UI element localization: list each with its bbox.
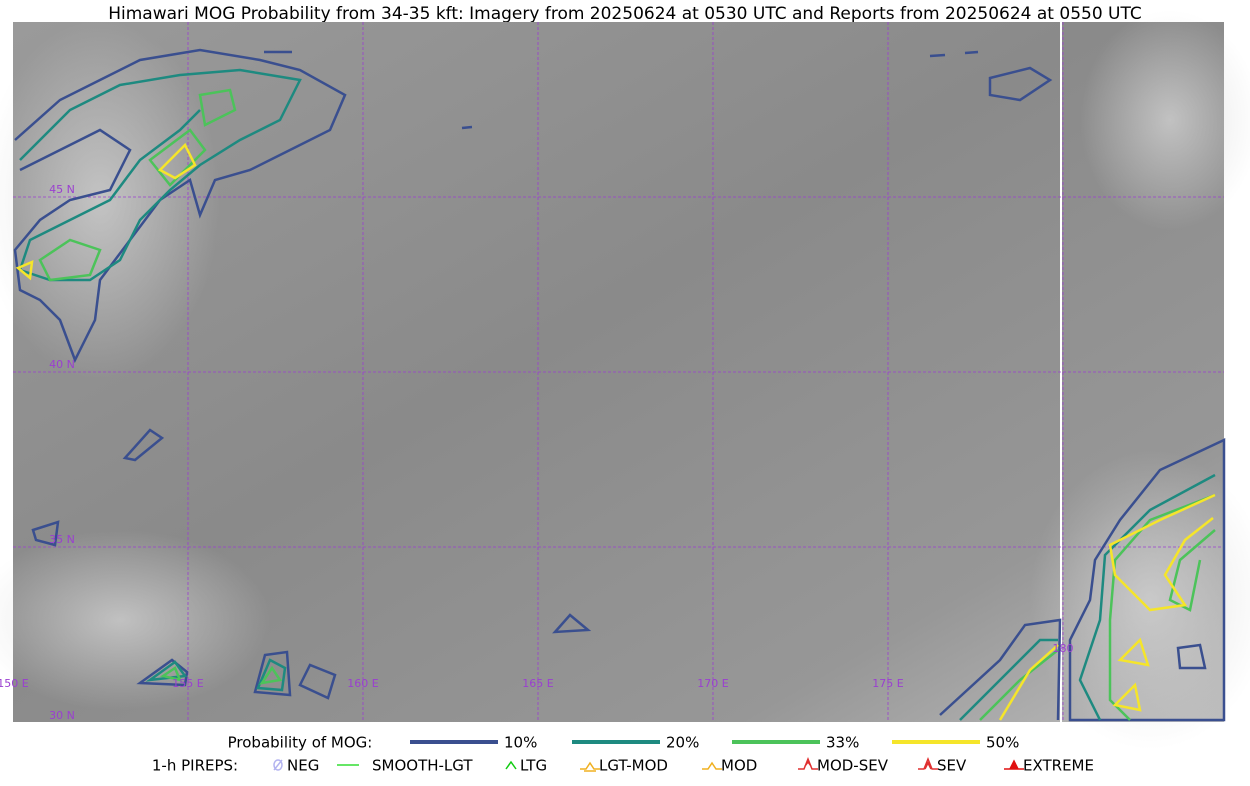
- legend: Probability of MOG: 1-h PIREPS: 10% 20% 33…: [152, 734, 1094, 775]
- legend-icon: [798, 756, 818, 770]
- legend-icon: [505, 760, 517, 770]
- legend-label: MOD: [721, 757, 757, 775]
- legend-label: 10%: [504, 734, 537, 752]
- lon-label: 180: [1053, 642, 1074, 655]
- lon-label: 160 E: [347, 677, 378, 690]
- legend-label: 20%: [666, 734, 699, 752]
- title: Himawari MOG Probability from 34-35 kft:…: [108, 4, 1142, 24]
- legend-label: 33%: [826, 734, 859, 752]
- legend-icon: [1004, 759, 1024, 770]
- contours: [13, 48, 1226, 722]
- legend-label: EXTREME: [1023, 757, 1094, 775]
- legend-title: 1-h PIREPS:: [152, 757, 238, 775]
- lon-label: 170 E: [697, 677, 728, 690]
- lat-label: 45 N: [49, 183, 75, 196]
- legend-label: MOD-SEV: [817, 757, 889, 775]
- legend-icon: [702, 761, 722, 770]
- legend-icon: [273, 759, 283, 771]
- lat-label: 30 N: [49, 709, 75, 722]
- lat-label: 40 N: [49, 358, 75, 371]
- lat-labels: 45 N 40 N 35 N 30 N: [49, 183, 75, 722]
- legend-label: LGT-MOD: [599, 757, 668, 775]
- grid: [13, 22, 1224, 722]
- lat-label: 35 N: [49, 533, 75, 546]
- legend-label: LTG: [520, 757, 547, 775]
- lon-label: 155 E: [172, 677, 203, 690]
- legend-icon: [918, 756, 938, 770]
- legend-label: 50%: [986, 734, 1019, 752]
- legend-label: SEV: [937, 757, 967, 775]
- legend-label: SMOOTH-LGT: [372, 757, 473, 775]
- lon-label: 175 E: [872, 677, 903, 690]
- lon-label: 150 E: [0, 677, 29, 690]
- lon-label: 165 E: [522, 677, 553, 690]
- legend-icon: [580, 761, 600, 772]
- legend-label: NEG: [287, 757, 319, 775]
- map: 45 N 40 N 35 N 30 N 150 E 155 E 160 E 16…: [0, 10, 1250, 750]
- legend-title: Probability of MOG:: [228, 734, 373, 752]
- lon-labels: 150 E 155 E 160 E 165 E 170 E 175 E 180: [0, 642, 1074, 690]
